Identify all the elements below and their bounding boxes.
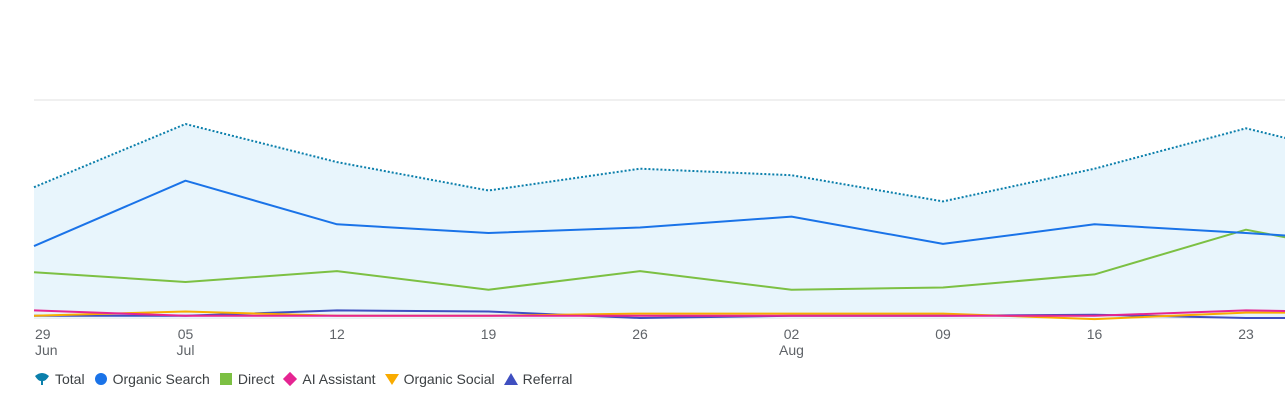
x-tick-label: 02 — [784, 326, 800, 342]
circle-icon — [94, 372, 108, 386]
x-tick-label: 16 — [1087, 326, 1103, 342]
series-line-organic-search — [33, 179, 1285, 248]
triangle-down-icon — [384, 372, 399, 386]
x-tick-month-label: Aug — [779, 342, 804, 358]
total-icon — [34, 372, 50, 386]
legend-label: Total — [55, 371, 85, 387]
x-tick-month-label: Jun — [35, 342, 58, 358]
square-icon — [219, 372, 233, 386]
legend-label: Direct — [237, 371, 275, 387]
series-lines — [33, 123, 1285, 321]
legend-item-ai-assistant[interactable]: AI Assistant — [283, 371, 375, 387]
total-area — [34, 124, 1285, 318]
legend-label: Organic Social — [403, 371, 495, 387]
total-area-fill — [34, 124, 1285, 318]
chart-legend: Total Organic Search Direct AI Assistant… — [34, 371, 581, 387]
legend-item-organic-social[interactable]: Organic Social — [384, 371, 495, 387]
x-tick-label: 26 — [632, 326, 648, 342]
x-tick-label: 23 — [1238, 326, 1254, 342]
x-tick-label: 19 — [481, 326, 497, 342]
series-line-ai-assistant — [33, 309, 1285, 317]
x-tick-label: 12 — [329, 326, 345, 342]
triangle-up-icon — [503, 372, 518, 386]
series-line-organic-social — [33, 310, 1285, 321]
legend-label: AI Assistant — [302, 371, 376, 387]
legend-item-referral[interactable]: Referral — [503, 371, 573, 387]
x-tick-month-label: Jul — [177, 342, 195, 358]
diamond-icon — [283, 372, 297, 386]
x-tick-label: 05 — [178, 326, 194, 342]
series-line-direct — [33, 228, 1285, 291]
legend-item-organic-search[interactable]: Organic Search — [94, 371, 210, 387]
x-tick-label: 29 — [35, 326, 51, 342]
legend-label: Referral — [522, 371, 573, 387]
legend-item-direct[interactable]: Direct — [219, 371, 275, 387]
legend-item-total[interactable]: Total — [34, 371, 85, 387]
legend-label: Organic Search — [112, 371, 210, 387]
x-tick-label: 09 — [935, 326, 951, 342]
